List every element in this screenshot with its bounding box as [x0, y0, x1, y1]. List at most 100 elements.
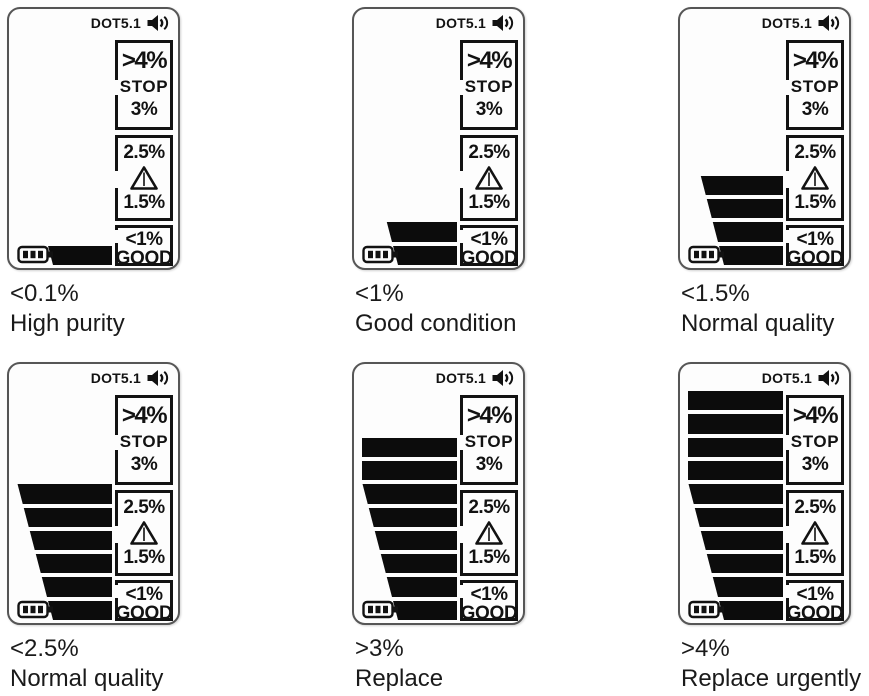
battery-icon	[362, 600, 398, 619]
scale-15pct-label: 1.5%	[123, 192, 165, 213]
scale-good-label: GOOD	[115, 248, 173, 269]
level-bar	[362, 577, 457, 597]
scale-good-label: GOOD	[786, 248, 844, 269]
scale-15pct-label: 1.5%	[794, 547, 836, 568]
fluid-type-label: DOT5.1	[435, 15, 486, 31]
scale-box-stop: >4% STOP 3%	[460, 395, 518, 485]
level-bar	[17, 507, 112, 527]
scale-box-good: <1% GOOD	[460, 225, 518, 269]
moisture-reading-label: <0.1%	[10, 280, 79, 307]
level-bar	[688, 460, 783, 481]
tester-display-cell: DOT5.1 >4% STOP 3%	[352, 7, 552, 337]
scale-box-warning: 2.5% 1.5%	[460, 135, 518, 221]
level-bar	[362, 554, 457, 574]
moisture-reading-label: >4%	[681, 635, 730, 662]
scale-notch	[460, 435, 463, 450]
lcd-screen: DOT5.1 >4% STOP 3%	[7, 7, 180, 270]
speaker-icon	[147, 370, 169, 386]
scale-over4-label: >4%	[792, 402, 839, 429]
scale-box-stop: >4% STOP 3%	[115, 40, 173, 130]
battery-icon	[362, 245, 398, 264]
scale-notch	[460, 80, 463, 95]
speaker-icon	[492, 15, 514, 31]
level-bar	[688, 530, 783, 551]
scale-25pct-label: 2.5%	[794, 142, 836, 163]
scale-box-warning: 2.5% 1.5%	[115, 135, 173, 221]
level-bar	[362, 530, 457, 551]
level-bar	[362, 507, 457, 527]
scale-15pct-label: 1.5%	[794, 192, 836, 213]
scale-under1-label: <1%	[470, 584, 508, 605]
scale-good-label: GOOD	[460, 603, 518, 624]
tester-display-cell: DOT5.1 >4% STOP 3%	[7, 7, 207, 337]
scale-box-good: <1% GOOD	[115, 580, 173, 624]
scale-box-warning: 2.5% 1.5%	[115, 490, 173, 576]
battery-icon	[688, 245, 724, 264]
scale-15pct-label: 1.5%	[468, 547, 510, 568]
scale-3pct-label: 3%	[130, 99, 158, 120]
speaker-icon	[492, 370, 514, 386]
scale-stop-label: STOP	[790, 432, 840, 451]
scale-under1-label: <1%	[470, 229, 508, 250]
scale-box-stop: >4% STOP 3%	[786, 40, 844, 130]
level-bar	[688, 199, 783, 219]
scale-notch	[786, 526, 789, 543]
moisture-reading-label: <1.5%	[681, 280, 750, 307]
lcd-screen: DOT5.1 >4% STOP 3%	[352, 362, 525, 625]
tester-display-cell: DOT5.1 >4% STOP 3%	[678, 362, 869, 692]
condition-label: Normal quality	[681, 310, 835, 337]
level-bar	[688, 507, 783, 527]
scale-notch	[786, 435, 789, 450]
fluid-type-label: DOT5.1	[90, 370, 141, 386]
scale-under1-label: <1%	[125, 229, 163, 250]
level-bar	[362, 437, 457, 457]
level-bar	[688, 554, 783, 574]
moisture-bar-graph	[17, 391, 112, 620]
moisture-reading-label: <1%	[355, 280, 404, 307]
battery-icon	[17, 600, 53, 619]
fluid-type-label: DOT5.1	[761, 15, 812, 31]
scale-3pct-label: 3%	[475, 454, 503, 475]
scale-notch	[460, 585, 463, 598]
scale-over4-label: >4%	[792, 47, 839, 74]
speaker-icon	[818, 15, 840, 31]
lcd-screen: DOT5.1 >4% STOP 3%	[678, 7, 851, 270]
scale-25pct-label: 2.5%	[468, 497, 510, 518]
level-bar	[17, 530, 112, 551]
scale-notch	[115, 585, 118, 598]
scale-notch	[115, 526, 118, 543]
condition-label: Replace	[355, 665, 444, 692]
level-bar	[688, 175, 783, 196]
warning-triangle-icon	[801, 520, 829, 545]
battery-icon	[688, 600, 724, 619]
warning-triangle-icon	[130, 520, 158, 545]
lcd-header: DOT5.1	[762, 369, 840, 387]
warning-triangle-icon	[475, 520, 503, 545]
scale-good-label: GOOD	[786, 603, 844, 624]
scale-box-good: <1% GOOD	[786, 580, 844, 624]
scale-good-label: GOOD	[115, 603, 173, 624]
fluid-type-label: DOT5.1	[90, 15, 141, 31]
fluid-type-label: DOT5.1	[435, 370, 486, 386]
moisture-reading-label: <2.5%	[10, 635, 79, 662]
scale-over4-label: >4%	[121, 402, 168, 429]
scale-box-good: <1% GOOD	[786, 225, 844, 269]
tester-display-cell: DOT5.1 >4% STOP 3%	[352, 362, 552, 692]
scale-25pct-label: 2.5%	[123, 142, 165, 163]
scale-notch	[786, 80, 789, 95]
scale-over4-label: >4%	[121, 47, 168, 74]
condition-label: Replace urgently	[681, 665, 862, 692]
scale-box-good: <1% GOOD	[115, 225, 173, 269]
scale-notch	[460, 526, 463, 543]
scale-box-stop: >4% STOP 3%	[460, 40, 518, 130]
scale-notch	[786, 230, 789, 243]
scale-25pct-label: 2.5%	[468, 142, 510, 163]
scale-box-warning: 2.5% 1.5%	[460, 490, 518, 576]
scale-25pct-label: 2.5%	[123, 497, 165, 518]
scale-3pct-label: 3%	[475, 99, 503, 120]
scale-notch	[786, 171, 789, 188]
level-bar	[362, 460, 457, 481]
scale-notch	[460, 171, 463, 188]
lcd-header: DOT5.1	[436, 369, 514, 387]
scale-good-label: GOOD	[460, 248, 518, 269]
